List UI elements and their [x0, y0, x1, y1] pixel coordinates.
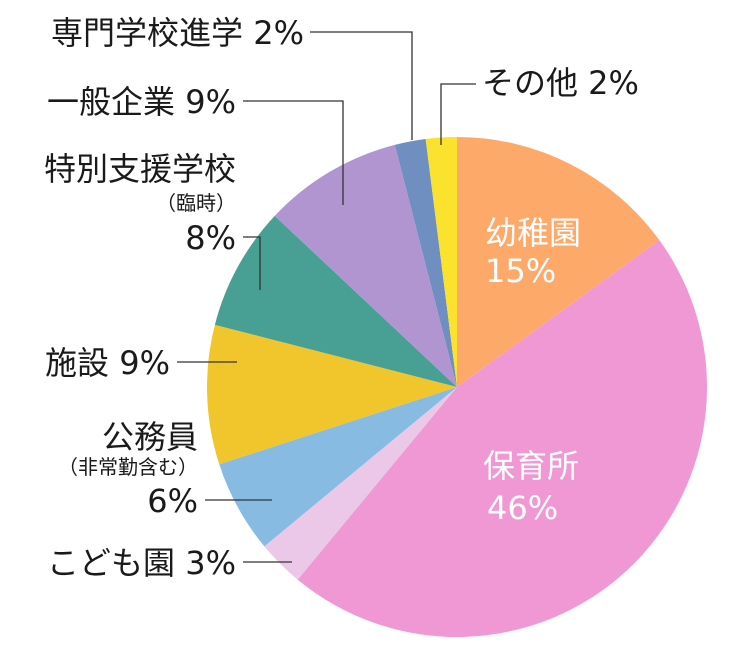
leader-lines — [177, 31, 476, 563]
label-sonota: その他 2% — [482, 64, 639, 102]
leader-tokubetsu — [243, 236, 261, 290]
leader-senmon — [310, 31, 413, 140]
pie-slice-shisetsu — [207, 324, 457, 465]
label-hoikusho-pct: 46% — [487, 489, 558, 527]
label-koumuin-pct: 6% — [147, 482, 198, 520]
pie-slice-hoikusho — [297, 240, 708, 638]
pie-slice-youchien — [457, 137, 660, 387]
pie-slice-koumuin — [219, 387, 457, 547]
pie-slice-kodomoen — [264, 387, 457, 580]
leader-sonota — [440, 83, 476, 145]
pie-slices — [207, 136, 708, 638]
label-koumuin-sub: （非常勤含む） — [58, 455, 198, 479]
pie-slice-tokubetsu — [214, 215, 457, 387]
label-ippan: 一般企業 9% — [47, 83, 236, 121]
pie-slice-senmon — [394, 138, 457, 387]
label-tokubetsu-pct: 8% — [185, 219, 236, 257]
pie-slice-sonota — [425, 136, 457, 387]
label-youchien-name: 幼稚園 — [485, 214, 581, 252]
leader-ippan — [243, 100, 344, 205]
label-koumuin-name: 公務員 — [102, 418, 198, 456]
label-tokubetsu-name: 特別支援学校 — [44, 150, 236, 188]
pie-slice-ippan — [274, 144, 457, 387]
label-youchien-pct: 15% — [485, 252, 556, 290]
label-tokubetsu-sub: （臨時） — [156, 191, 236, 215]
label-kodomoen: こども園 3% — [47, 544, 236, 582]
label-senmon: 専門学校進学 2% — [51, 14, 304, 52]
label-shisetsu: 施設 9% — [45, 344, 170, 382]
label-hoikusho-name: 保育所 — [483, 447, 579, 485]
